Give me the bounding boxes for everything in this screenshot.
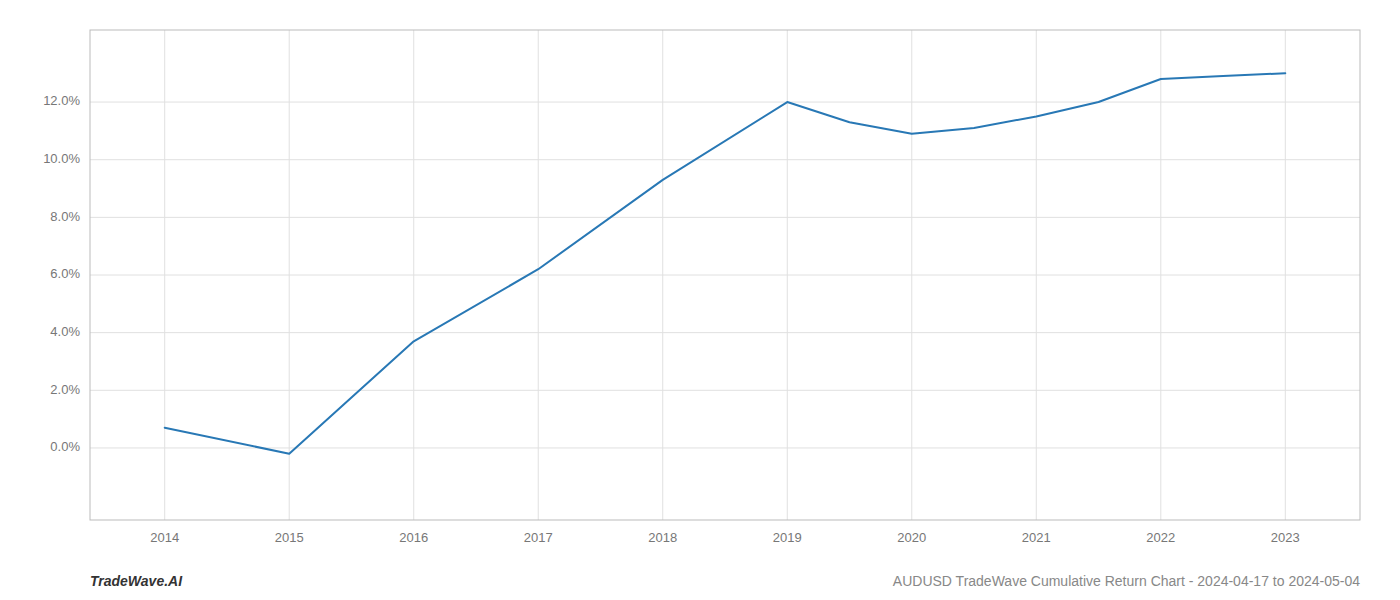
x-grid-line [164,30,165,520]
x-tick-label: 2016 [399,530,428,545]
y-grid-line [90,447,1360,448]
chart-container: 0.0% 2.0% 4.0% 6.0% 8.0% 10.0% 12.0% 2014 2015 20… [0,0,1400,600]
y-tick-label: 6.0% [50,266,80,281]
x-grid-line [289,30,290,520]
y-grid-line [90,275,1360,276]
y-grid-line [90,332,1360,333]
y-tick-label: 2.0% [50,382,80,397]
x-grid-line [787,30,788,520]
x-grid-line [538,30,539,520]
x-tick-label: 2021 [1022,530,1051,545]
data-layer [165,73,1286,453]
background [0,0,1400,600]
x-grid-line [1285,30,1286,520]
y-grid-line [90,102,1360,103]
x-tick-label: 2019 [773,530,802,545]
x-grid-line [1036,30,1037,520]
x-tick-label: 2017 [524,530,553,545]
x-grid-line [413,30,414,520]
y-tick-label: 0.0% [50,439,80,454]
y-tick-label: 8.0% [50,209,80,224]
grid [90,30,1360,520]
x-tick-label: 2015 [275,530,304,545]
x-grid-line [662,30,663,520]
x-tick-label: 2020 [897,530,926,545]
y-tick-label: 4.0% [50,324,80,339]
y-grid-line [90,217,1360,218]
x-grid-line [1160,30,1161,520]
x-tick-label: 2014 [150,530,179,545]
y-grid-line [90,390,1360,391]
y-tick-label: 12.0% [43,93,80,108]
x-grid-line [911,30,912,520]
footer-right: AUDUSD TradeWave Cumulative Return Chart… [893,573,1360,589]
plot-frame [90,30,1360,520]
footer-left: TradeWave.AI [90,573,183,589]
x-tick-label: 2022 [1146,530,1175,545]
chart-svg: 0.0% 2.0% 4.0% 6.0% 8.0% 10.0% 12.0% 2014 2015 20… [0,0,1400,600]
y-tick-label: 10.0% [43,151,80,166]
x-tick-label: 2023 [1271,530,1300,545]
line-series [165,73,1286,453]
axes: 0.0% 2.0% 4.0% 6.0% 8.0% 10.0% 12.0% 2014 2015 20… [43,30,1360,545]
y-grid-line [90,159,1360,160]
x-tick-label: 2018 [648,530,677,545]
